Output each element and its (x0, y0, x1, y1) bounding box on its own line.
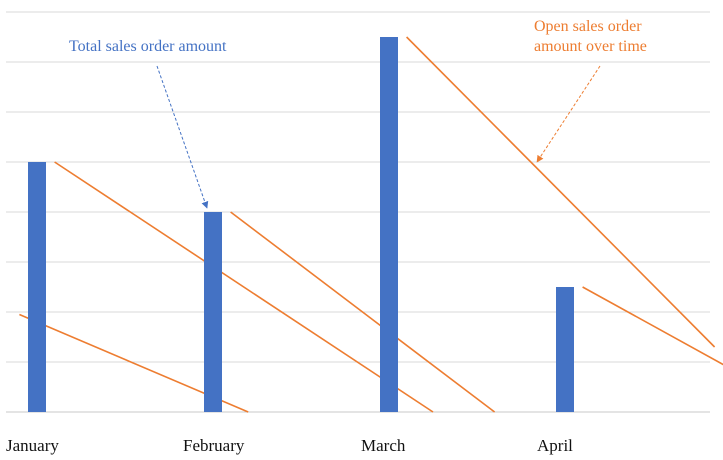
x-axis-labels: January February March April (6, 436, 573, 455)
bar-march (380, 37, 398, 412)
annotations: Total sales order amount Open sales order… (69, 18, 647, 209)
open-orders-line-segment (582, 286, 723, 366)
x-tick-label: March (361, 436, 406, 455)
total-sales-annotation: Total sales order amount (69, 38, 227, 55)
open-orders-line-segment (54, 161, 434, 413)
open-orders-annotation-line: amount over time (534, 38, 647, 55)
open-orders-arrow (536, 65, 601, 163)
open-orders-line-segment (230, 211, 496, 413)
x-tick-label: April (537, 436, 573, 455)
x-tick-label: January (6, 436, 59, 455)
open-orders-lines (19, 36, 723, 413)
total-sales-arrow (156, 65, 209, 209)
bars (28, 37, 574, 412)
bar-february (204, 212, 222, 412)
gridlines (6, 11, 710, 413)
x-tick-label: February (183, 436, 245, 455)
open-orders-line-segment (406, 36, 716, 348)
bar-january (28, 162, 46, 412)
open-orders-annotation-line: Open sales order (534, 18, 642, 35)
bar-april (556, 287, 574, 412)
